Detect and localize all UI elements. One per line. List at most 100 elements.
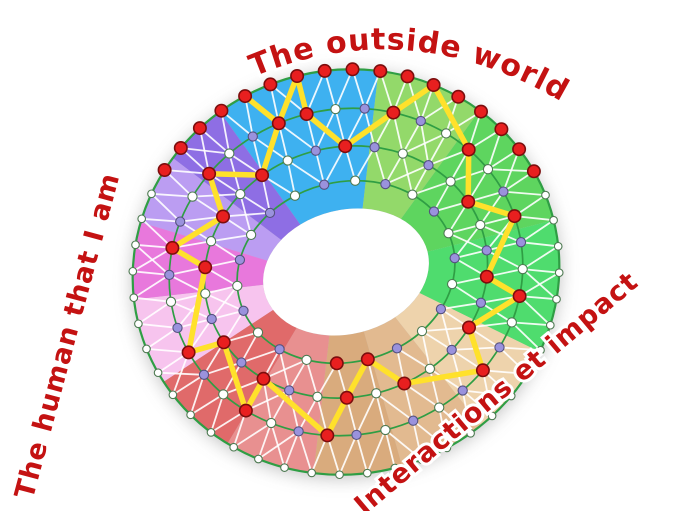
network-edge xyxy=(375,392,414,422)
network-edge xyxy=(141,218,174,249)
purple-node xyxy=(264,207,276,219)
white-node xyxy=(137,214,147,224)
purple-node xyxy=(234,254,246,266)
network-edge xyxy=(412,419,448,449)
network-edge xyxy=(132,270,170,276)
red-node xyxy=(475,363,490,378)
network-edge xyxy=(334,68,354,110)
red-node xyxy=(216,335,231,350)
red-node xyxy=(214,103,229,118)
network-edge xyxy=(204,292,244,312)
white-node xyxy=(407,189,418,200)
purple-node xyxy=(238,305,249,316)
purple-node xyxy=(435,303,447,315)
network-edge xyxy=(222,377,264,396)
network-edge xyxy=(412,420,423,460)
network-edge xyxy=(297,431,313,474)
purple-node xyxy=(293,426,304,437)
network-edge xyxy=(203,361,242,376)
network-edge xyxy=(522,268,560,274)
network-edge xyxy=(411,164,430,196)
white-node xyxy=(224,148,235,159)
network-edge xyxy=(427,132,447,166)
network-edge xyxy=(448,224,481,235)
network-edge xyxy=(402,132,447,155)
network-edge xyxy=(210,234,252,243)
network-edge xyxy=(396,347,431,370)
purple-node xyxy=(172,322,183,334)
purple-node xyxy=(494,342,505,353)
network-edge xyxy=(486,241,522,252)
red-node xyxy=(473,104,488,119)
white-node xyxy=(168,390,178,400)
network-edge xyxy=(222,362,243,395)
red-node xyxy=(299,107,314,122)
red-node xyxy=(479,269,494,284)
white-node xyxy=(536,345,545,355)
purple-node xyxy=(175,216,186,227)
network-edge xyxy=(141,217,181,223)
purple-node xyxy=(415,115,426,127)
network-edge xyxy=(283,431,300,468)
network-edge xyxy=(354,146,376,182)
network-edge xyxy=(151,192,193,198)
network-edge xyxy=(134,244,170,276)
red-node xyxy=(192,121,207,136)
purple-node xyxy=(310,145,321,156)
white-node xyxy=(417,455,426,464)
white-node xyxy=(330,103,341,115)
network-edge xyxy=(189,374,205,416)
network-edge xyxy=(180,215,224,223)
network-edge xyxy=(210,240,241,261)
red-node xyxy=(338,139,353,154)
network-edge xyxy=(355,434,369,474)
network-edge xyxy=(373,146,387,185)
network-edge xyxy=(421,330,453,351)
white-node xyxy=(487,411,497,421)
white-node xyxy=(165,296,177,307)
white-node xyxy=(131,240,140,250)
donut-hole xyxy=(263,208,429,336)
white-node xyxy=(482,164,494,175)
network-edge xyxy=(233,422,272,448)
white-node xyxy=(443,228,454,239)
network-edge xyxy=(503,190,546,196)
network-edge xyxy=(145,327,179,350)
network-edge xyxy=(355,392,378,436)
network-edge xyxy=(323,145,346,186)
red-node xyxy=(461,194,476,209)
network-edge xyxy=(305,359,319,398)
network-edge xyxy=(421,330,431,369)
purple-node xyxy=(359,103,370,114)
network-edge xyxy=(440,308,453,351)
network-edge xyxy=(297,396,319,432)
purple-node xyxy=(351,429,362,441)
network-edge xyxy=(412,180,451,196)
purple-node xyxy=(164,269,175,281)
network-edge xyxy=(438,406,472,434)
white-node xyxy=(142,344,151,354)
red-node xyxy=(202,166,217,181)
network-edge xyxy=(158,371,205,376)
red-node xyxy=(329,356,344,371)
network-edge xyxy=(239,193,252,236)
red-node xyxy=(373,64,388,79)
white-node xyxy=(301,354,312,366)
network-edge xyxy=(454,249,487,259)
white-node xyxy=(442,443,452,453)
white-node xyxy=(475,219,486,231)
white-node xyxy=(307,468,317,478)
white-node xyxy=(552,294,561,304)
purple-node xyxy=(319,179,330,190)
white-node xyxy=(371,388,382,399)
red-node xyxy=(173,141,188,156)
network-edge xyxy=(344,108,366,147)
network-edge xyxy=(239,193,271,214)
white-node xyxy=(280,463,289,472)
white-node xyxy=(186,410,195,420)
purple-node xyxy=(408,415,419,426)
network-edge xyxy=(440,301,482,310)
network-edge xyxy=(482,369,528,375)
white-node xyxy=(218,389,229,400)
